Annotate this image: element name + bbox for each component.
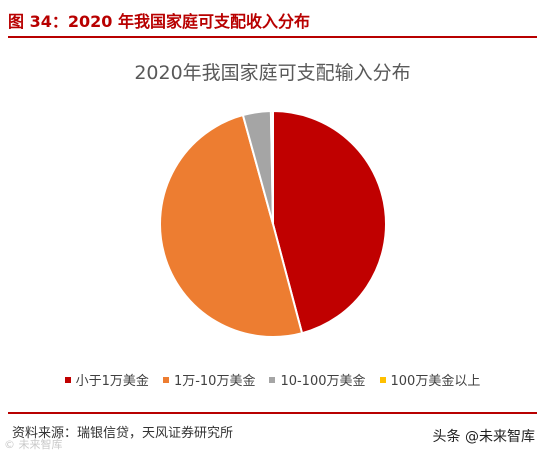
legend-item: 100万美金以上 xyxy=(379,370,481,389)
pie-slice-over-1m xyxy=(269,109,274,225)
legend-marker xyxy=(162,376,169,383)
figure-title: 图 34：2020 年我国家庭可支配收入分布 xyxy=(8,12,310,31)
legend-marker xyxy=(269,376,276,383)
pie-slice-10k-100k xyxy=(159,113,304,338)
chart-title: 2020年我国家庭可支配输入分布 xyxy=(134,62,411,84)
legend-item: 10-100万美金 xyxy=(269,370,366,389)
legend-label: 10-100万美金 xyxy=(280,374,366,389)
legend-label: 100万美金以上 xyxy=(390,374,481,389)
pie-slice-under-10k xyxy=(272,109,387,335)
legend-label: 小于1万美金 xyxy=(75,374,149,389)
source-note: 资料来源：瑞银信贷，天风证券研究所 xyxy=(12,426,234,441)
chart-legend: 小于1万美金 1万-10万美金 10-100万美金 100万美金以上 xyxy=(0,370,545,389)
legend-label: 1万-10万美金 xyxy=(173,374,256,389)
watermark-text: 头条 @未来智库 xyxy=(432,429,535,445)
footer-divider xyxy=(8,412,537,414)
title-divider xyxy=(8,36,537,38)
legend-marker xyxy=(64,376,71,383)
legend-marker xyxy=(379,376,386,383)
legend-item: 1万-10万美金 xyxy=(162,370,256,389)
legend-item: 小于1万美金 xyxy=(64,370,149,389)
watermark-text: © 未来智库 xyxy=(4,438,63,451)
pie-chart xyxy=(159,109,387,338)
